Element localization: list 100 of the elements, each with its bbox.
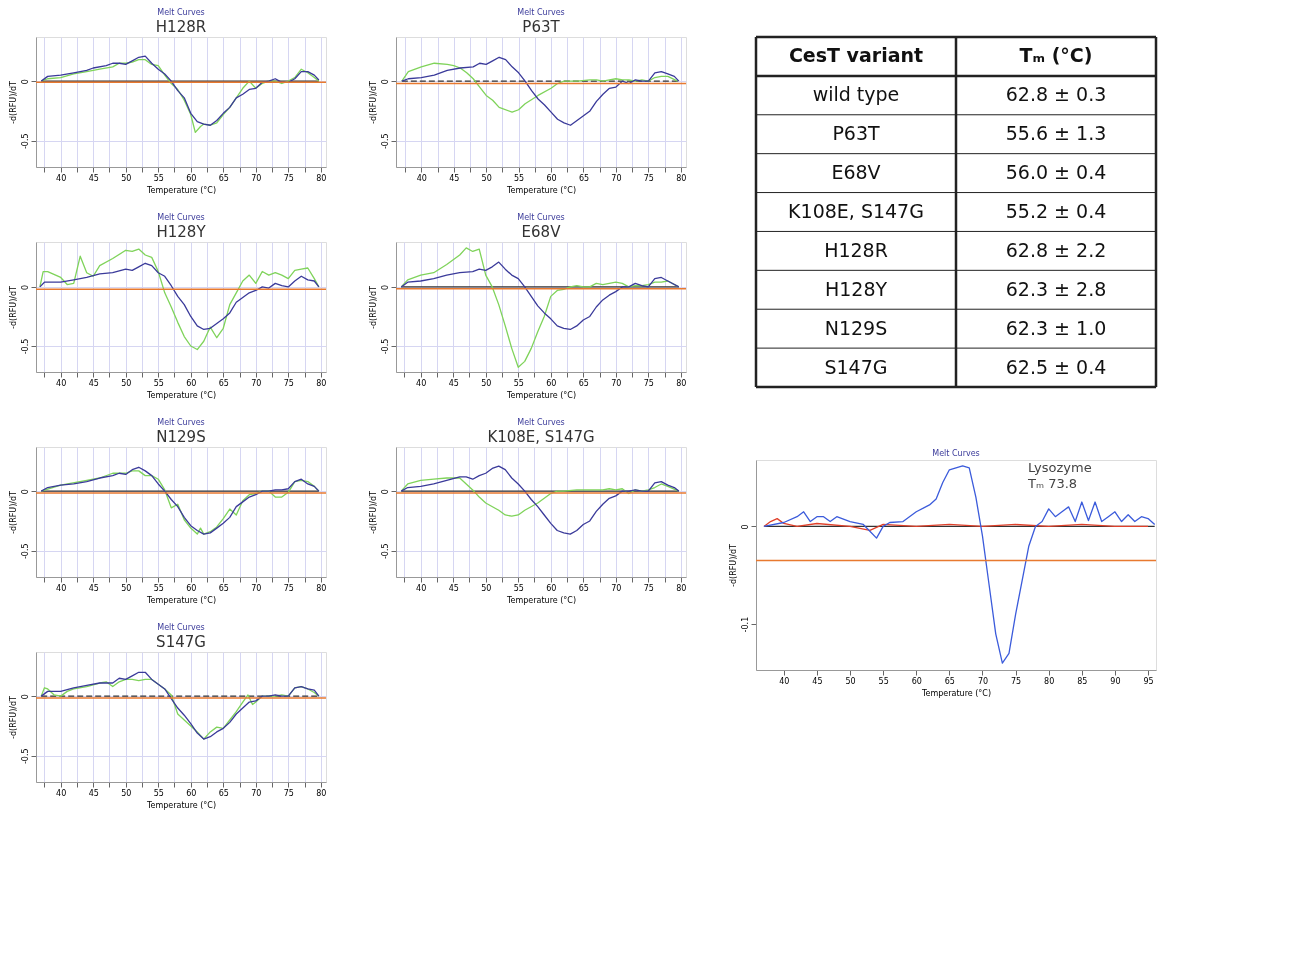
x-axis-title: Temperature (°C) <box>145 390 217 400</box>
x-tick-label: 40 <box>416 378 427 388</box>
chart-title: Melt Curves <box>517 418 565 427</box>
text: Tₘ (°C) <box>1019 44 1093 67</box>
y-axis-title: -d(RFU)/dT <box>8 695 18 739</box>
y-axis-title: -d(RFU)/dT <box>8 80 18 124</box>
chart-subtitle: N129S <box>156 428 206 446</box>
x-tick-label: 65 <box>578 583 589 593</box>
x-tick-label: 70 <box>251 583 262 593</box>
x-tick-label: 45 <box>88 583 99 593</box>
x-axis-title: Temperature (°C) <box>505 185 577 195</box>
chart-title: Melt Curves <box>157 213 205 222</box>
x-tick-label: 65 <box>218 788 229 798</box>
line-series <box>401 56 680 126</box>
category-label: P63T <box>832 122 881 145</box>
chart-title: Melt Curves <box>517 8 565 17</box>
x-axis-title: Temperature (°C) <box>505 390 577 400</box>
line-series <box>39 248 320 351</box>
x-tick-label: 50 <box>481 583 492 593</box>
x-tick-label: 50 <box>481 378 492 388</box>
y-axis-title: -d(RFU)/dT <box>368 285 378 329</box>
text: 62.8 ± 0.3 <box>1005 83 1107 106</box>
x-axis-title: Temperature (°C) <box>145 800 217 810</box>
y-tick-label: -0.5 <box>380 543 390 560</box>
text: 62.3 ± 2.8 <box>1005 277 1107 300</box>
x-tick-label: 50 <box>121 173 132 183</box>
x-axis-title: Temperature (°C) <box>145 595 217 605</box>
chart-title: Melt Curves <box>517 213 565 222</box>
x-tick-label: 80 <box>676 583 687 593</box>
x-tick-label: 60 <box>186 378 197 388</box>
x-tick-label: 60 <box>186 173 197 183</box>
x-tick-label: 75 <box>283 173 294 183</box>
x-tick-label: 55 <box>153 788 164 798</box>
x-tick-label: 40 <box>56 173 67 183</box>
y-tick-label: -0.5 <box>20 133 30 150</box>
line-series <box>40 55 320 126</box>
y-axis-title: -d(RFU)/dT <box>368 490 378 534</box>
x-tick-label: 80 <box>316 378 327 388</box>
category-label: K108E, S147G <box>788 200 924 222</box>
chart-title: Melt Curves <box>932 449 980 458</box>
x-tick-label: 75 <box>1011 676 1022 686</box>
x-tick-label: 40 <box>779 676 790 686</box>
x-tick-label: 55 <box>513 378 524 388</box>
x-axis-title: Temperature (°C) <box>145 185 217 195</box>
line-series <box>763 517 1149 531</box>
x-tick-label: 55 <box>153 173 164 183</box>
x-tick-label: 75 <box>283 788 294 798</box>
line-series <box>763 465 1156 664</box>
category-label: S147G <box>824 355 888 378</box>
x-tick-label: 50 <box>845 676 856 686</box>
y-tick-label: 0 <box>380 79 390 85</box>
x-tick-label: 45 <box>88 173 99 183</box>
x-tick-label: 65 <box>218 583 229 593</box>
x-tick-label: 45 <box>88 378 99 388</box>
annotation: Tₘ 73.8 <box>1027 476 1078 491</box>
x-tick-label: 75 <box>643 378 654 388</box>
x-tick-label: 60 <box>911 676 922 686</box>
y-tick-label: 0 <box>740 524 750 530</box>
x-tick-label: 50 <box>121 583 132 593</box>
x-tick-label: 50 <box>121 378 132 388</box>
line-series <box>39 262 320 331</box>
line-series <box>40 59 320 134</box>
x-tick-label: 60 <box>546 378 557 388</box>
x-tick-label: 70 <box>611 173 622 183</box>
line-series <box>400 477 680 517</box>
chart-title: Melt Curves <box>157 418 205 427</box>
chart-subtitle: H128Y <box>156 223 207 241</box>
x-tick-label: 50 <box>481 173 492 183</box>
x-tick-label: 60 <box>186 788 197 798</box>
y-tick-label: -0.1 <box>740 616 750 633</box>
x-tick-label: 40 <box>56 378 67 388</box>
category-label: H128Y <box>824 277 888 300</box>
x-axis-title: Temperature (°C) <box>505 595 577 605</box>
x-tick-label: 85 <box>1077 676 1088 686</box>
y-tick-label: 0 <box>20 79 30 85</box>
y-tick-label: 0 <box>20 489 30 495</box>
chart-subtitle: S147G <box>156 633 206 651</box>
x-tick-label: 55 <box>153 583 164 593</box>
text: 55.2 ± 0.4 <box>1005 200 1107 222</box>
chart-subtitle: E68V <box>521 223 562 241</box>
x-tick-label: 45 <box>88 788 99 798</box>
chart-title: Melt Curves <box>157 623 205 632</box>
category-label: H128R <box>824 238 888 261</box>
x-tick-label: 80 <box>676 378 687 388</box>
x-tick-label: 65 <box>218 173 229 183</box>
text: 62.8 ± 2.2 <box>1005 238 1107 261</box>
text: 56.0 ± 0.4 <box>1005 161 1107 184</box>
x-tick-label: 60 <box>546 173 557 183</box>
text: CesT variant <box>788 44 924 67</box>
x-tick-label: 65 <box>218 378 229 388</box>
x-tick-label: 55 <box>513 583 524 593</box>
x-tick-label: 95 <box>1143 676 1154 686</box>
x-tick-label: 45 <box>448 583 459 593</box>
chart-subtitle: H128R <box>155 18 207 36</box>
x-tick-label: 55 <box>514 173 525 183</box>
x-tick-label: 40 <box>56 583 67 593</box>
x-tick-label: 80 <box>1044 676 1055 686</box>
y-tick-label: 0 <box>20 284 30 290</box>
x-tick-label: 65 <box>578 378 589 388</box>
x-tick-label: 40 <box>416 583 427 593</box>
